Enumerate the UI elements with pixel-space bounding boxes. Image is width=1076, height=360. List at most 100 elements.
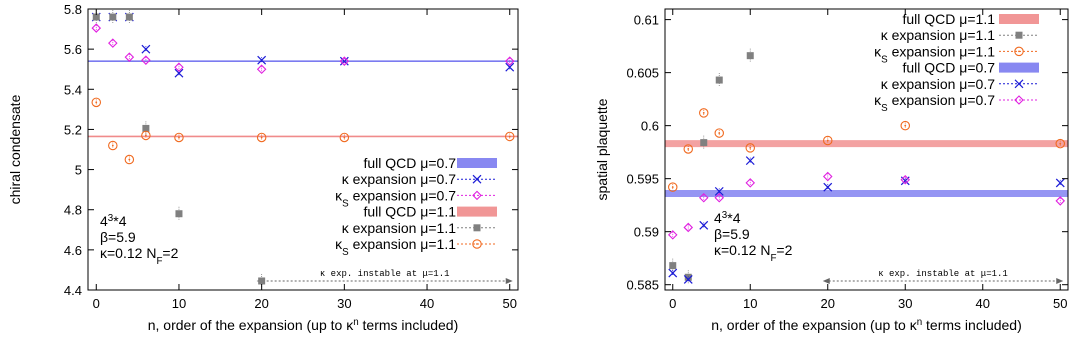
x-tick-label: 40 bbox=[420, 296, 434, 311]
data-point bbox=[699, 220, 709, 230]
y-tick-label: 5.6 bbox=[64, 42, 82, 57]
y-tick-label: 5 bbox=[75, 163, 82, 178]
parameter-label: 43*4 bbox=[714, 210, 741, 227]
data-point bbox=[92, 13, 100, 21]
parameter-label: β=5.9 bbox=[714, 226, 750, 242]
parameter-label: κ=0.12 NF=2 bbox=[100, 245, 179, 267]
data-point bbox=[700, 139, 708, 147]
y-tick-label: 5.4 bbox=[64, 82, 82, 97]
data-point bbox=[505, 62, 515, 72]
data-point bbox=[1055, 196, 1066, 206]
instability-note: κ exp. instable at μ=1.1 bbox=[878, 269, 1008, 279]
data-point bbox=[257, 55, 267, 65]
data-point bbox=[174, 132, 184, 143]
data-point bbox=[339, 56, 350, 66]
legend-label: κS expansion μ=0.7 bbox=[335, 187, 456, 209]
data-point bbox=[174, 62, 184, 72]
data-point bbox=[823, 182, 833, 192]
data-point bbox=[504, 131, 515, 142]
legend-label: κ expansion μ=0.7 bbox=[342, 171, 457, 187]
data-point bbox=[339, 132, 350, 143]
legend-swatch bbox=[999, 14, 1039, 24]
data-point bbox=[900, 174, 911, 185]
legend-label: κ expansion μ=0.7 bbox=[881, 76, 996, 92]
legend-marker bbox=[472, 239, 482, 249]
y-tick-label: 0.585 bbox=[626, 278, 659, 293]
data-point bbox=[141, 44, 151, 54]
legend-label: full QCD μ=0.7 bbox=[364, 155, 457, 171]
chart-chiral-condensate: 43*4β=5.9κ=0.12 NF=2 κ exp. instable at μ… bbox=[7, 2, 519, 334]
data-point bbox=[683, 274, 693, 284]
parameter-label: β=5.9 bbox=[100, 229, 136, 245]
legend-swatch bbox=[457, 206, 497, 217]
legend-label: κ expansion μ=1.1 bbox=[342, 220, 457, 236]
data-point bbox=[822, 135, 833, 146]
data-point bbox=[745, 143, 755, 153]
legend-label: κS expansion μ=1.1 bbox=[335, 236, 456, 258]
data-point bbox=[668, 268, 678, 278]
legend-label: full QCD μ=1.1 bbox=[903, 11, 996, 27]
x-tick-label: 10 bbox=[172, 296, 186, 311]
data-point bbox=[91, 23, 102, 33]
data-point bbox=[504, 56, 515, 66]
legend-swatch bbox=[457, 158, 497, 168]
chart-spatial-plaquette: 43*4β=5.9κ=0.12 NF=2 κ exp. instable at μ… bbox=[594, 8, 1069, 334]
data-point bbox=[142, 124, 150, 132]
data-point bbox=[125, 13, 133, 21]
data-point bbox=[900, 120, 910, 131]
y-tick-label: 0.6 bbox=[641, 119, 659, 134]
data-point bbox=[714, 128, 724, 138]
data-point bbox=[822, 171, 833, 182]
x-tick-label: 20 bbox=[821, 296, 835, 311]
y-tick-label: 0.595 bbox=[626, 172, 659, 187]
data-point bbox=[683, 144, 693, 154]
legend-marker bbox=[1014, 46, 1024, 57]
data-point bbox=[108, 140, 118, 151]
y-tick-label: 4.8 bbox=[64, 203, 82, 218]
data-point bbox=[108, 38, 118, 48]
data-point bbox=[258, 277, 266, 285]
legend-label: full QCD μ=0.7 bbox=[903, 60, 996, 76]
legend-marker bbox=[473, 224, 481, 232]
legend-label: full QCD μ=1.1 bbox=[364, 204, 457, 220]
data-point bbox=[746, 52, 754, 60]
data-point bbox=[698, 108, 709, 118]
legend-marker bbox=[1015, 31, 1023, 39]
x-tick-label: 40 bbox=[976, 296, 990, 311]
data-point bbox=[175, 210, 183, 218]
legend-label: κS expansion μ=1.1 bbox=[874, 43, 995, 65]
x-tick-label: 10 bbox=[743, 296, 757, 311]
y-tick-label: 0.59 bbox=[634, 225, 659, 240]
data-point bbox=[91, 97, 102, 108]
x-tick-label: 50 bbox=[1053, 296, 1067, 311]
y-tick-label: 0.605 bbox=[626, 66, 659, 81]
data-point bbox=[124, 52, 135, 62]
data-point bbox=[715, 76, 723, 84]
x-tick-label: 20 bbox=[254, 296, 268, 311]
legend-label: κS expansion μ=0.7 bbox=[874, 92, 995, 114]
data-point bbox=[745, 178, 756, 188]
data-point bbox=[714, 192, 725, 203]
y-tick-label: 4.4 bbox=[64, 283, 82, 298]
data-point bbox=[124, 154, 135, 165]
x-tick-label: 0 bbox=[669, 296, 676, 311]
data-point bbox=[256, 132, 267, 143]
data-point bbox=[714, 186, 724, 196]
x-tick-label: 30 bbox=[337, 296, 351, 311]
plot-frame bbox=[87, 8, 519, 291]
plot-frame bbox=[664, 8, 1069, 291]
x-tick-label: 30 bbox=[898, 296, 912, 311]
x-axis-label: n, order of the expansion (up to κn term… bbox=[148, 317, 459, 334]
parameter-label: κ=0.12 NF=2 bbox=[714, 242, 793, 264]
y-tick-label: 4.6 bbox=[64, 243, 82, 258]
data-point bbox=[669, 262, 677, 270]
x-axis-label: n, order of the expansion (up to κn term… bbox=[711, 317, 1022, 334]
y-axis-label: chiral condensate bbox=[7, 94, 23, 204]
x-tick-label: 0 bbox=[93, 296, 100, 311]
legend-marker bbox=[472, 190, 482, 201]
instability-note: κ exp. instable at μ=1.1 bbox=[320, 269, 450, 279]
data-point bbox=[141, 55, 151, 65]
y-tick-label: 5.2 bbox=[64, 122, 82, 137]
data-point bbox=[667, 230, 678, 240]
